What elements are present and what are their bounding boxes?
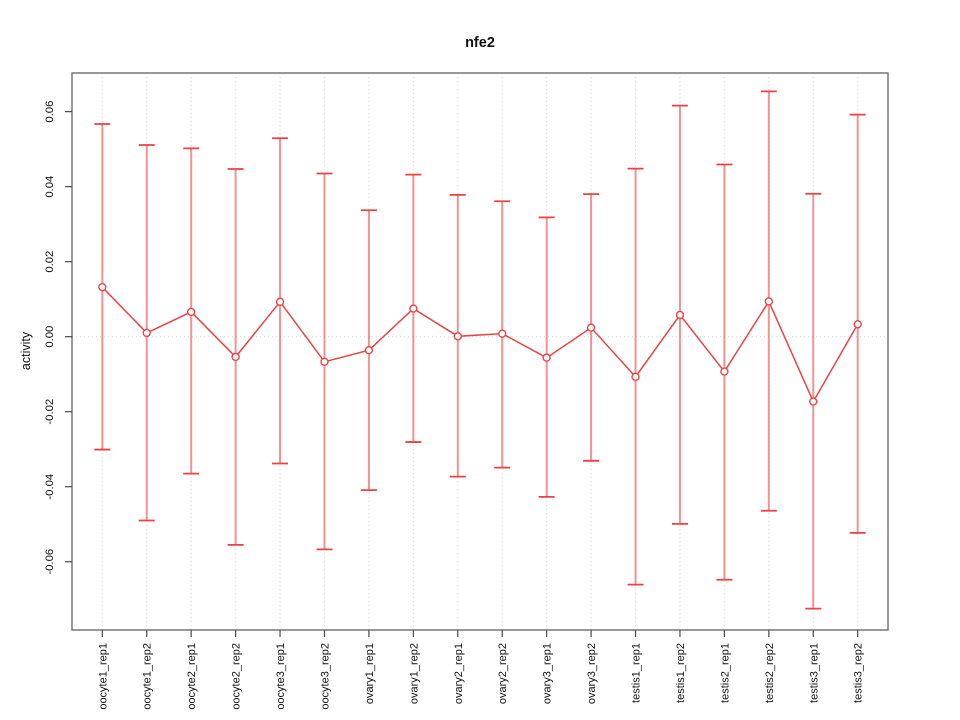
x-category-label: ovary1_rep2 [408,643,420,704]
y-tick-label: 0.02 [44,251,56,273]
series-line [101,286,859,404]
x-category-label: oocyte1_rep1 [97,643,109,710]
y-tick-label: 0.04 [44,176,56,198]
data-point [186,307,196,317]
x-category-label: oocyte1_rep2 [142,643,154,710]
x-category-label: testis1_rep1 [631,643,643,703]
data-point [720,367,729,376]
data-point [453,332,462,341]
x-category-label: oocyte2_rep2 [231,643,243,710]
x-category-label: ovary1_rep1 [364,643,376,704]
y-tick-label: -0.04 [44,474,56,500]
data-point [809,397,818,406]
y-tick-label: -0.06 [44,549,56,575]
x-category-label: ovary3_rep2 [586,643,598,704]
data-point [764,297,774,306]
data-point [231,352,240,362]
y-tick-label: 0.06 [44,101,56,123]
data-point [409,304,418,313]
plot-box [71,72,889,631]
data-point [542,353,551,362]
data-point [631,372,640,382]
plot-area: -0.06 -0.04 -0.02 0.00 0.02 0.04 0.06 oocyte1_r… [44,72,889,710]
x-category-label: oocyte3_rep1 [275,643,287,710]
data-point [320,357,329,367]
data-point [275,297,285,307]
x-category-label: ovary2_rep2 [497,643,509,704]
y-axis-title: activity [19,331,33,370]
x-category-label: testis3_rep1 [808,643,820,703]
x-category-label: testis3_rep2 [853,643,865,703]
data-point [675,310,685,320]
x-category-label: testis2_rep2 [764,643,776,703]
x-category-label: oocyte2_rep1 [186,643,198,710]
data-point [98,282,107,292]
x-category-label: testis2_rep1 [719,643,731,703]
data-point [498,329,507,338]
y-tick-label: -0.02 [44,399,56,425]
data-point [853,320,862,329]
data-point [586,323,596,332]
x-category-label: testis1_rep2 [675,643,687,703]
y-tick-label: 0.00 [44,326,56,348]
data-point [142,328,151,338]
x-category-label: ovary3_rep1 [542,643,554,704]
chart-title: nfe2 [465,35,495,51]
x-category-label: ovary2_rep1 [453,643,465,704]
x-category-label: oocyte3_rep2 [319,643,331,710]
data-point [364,345,374,355]
